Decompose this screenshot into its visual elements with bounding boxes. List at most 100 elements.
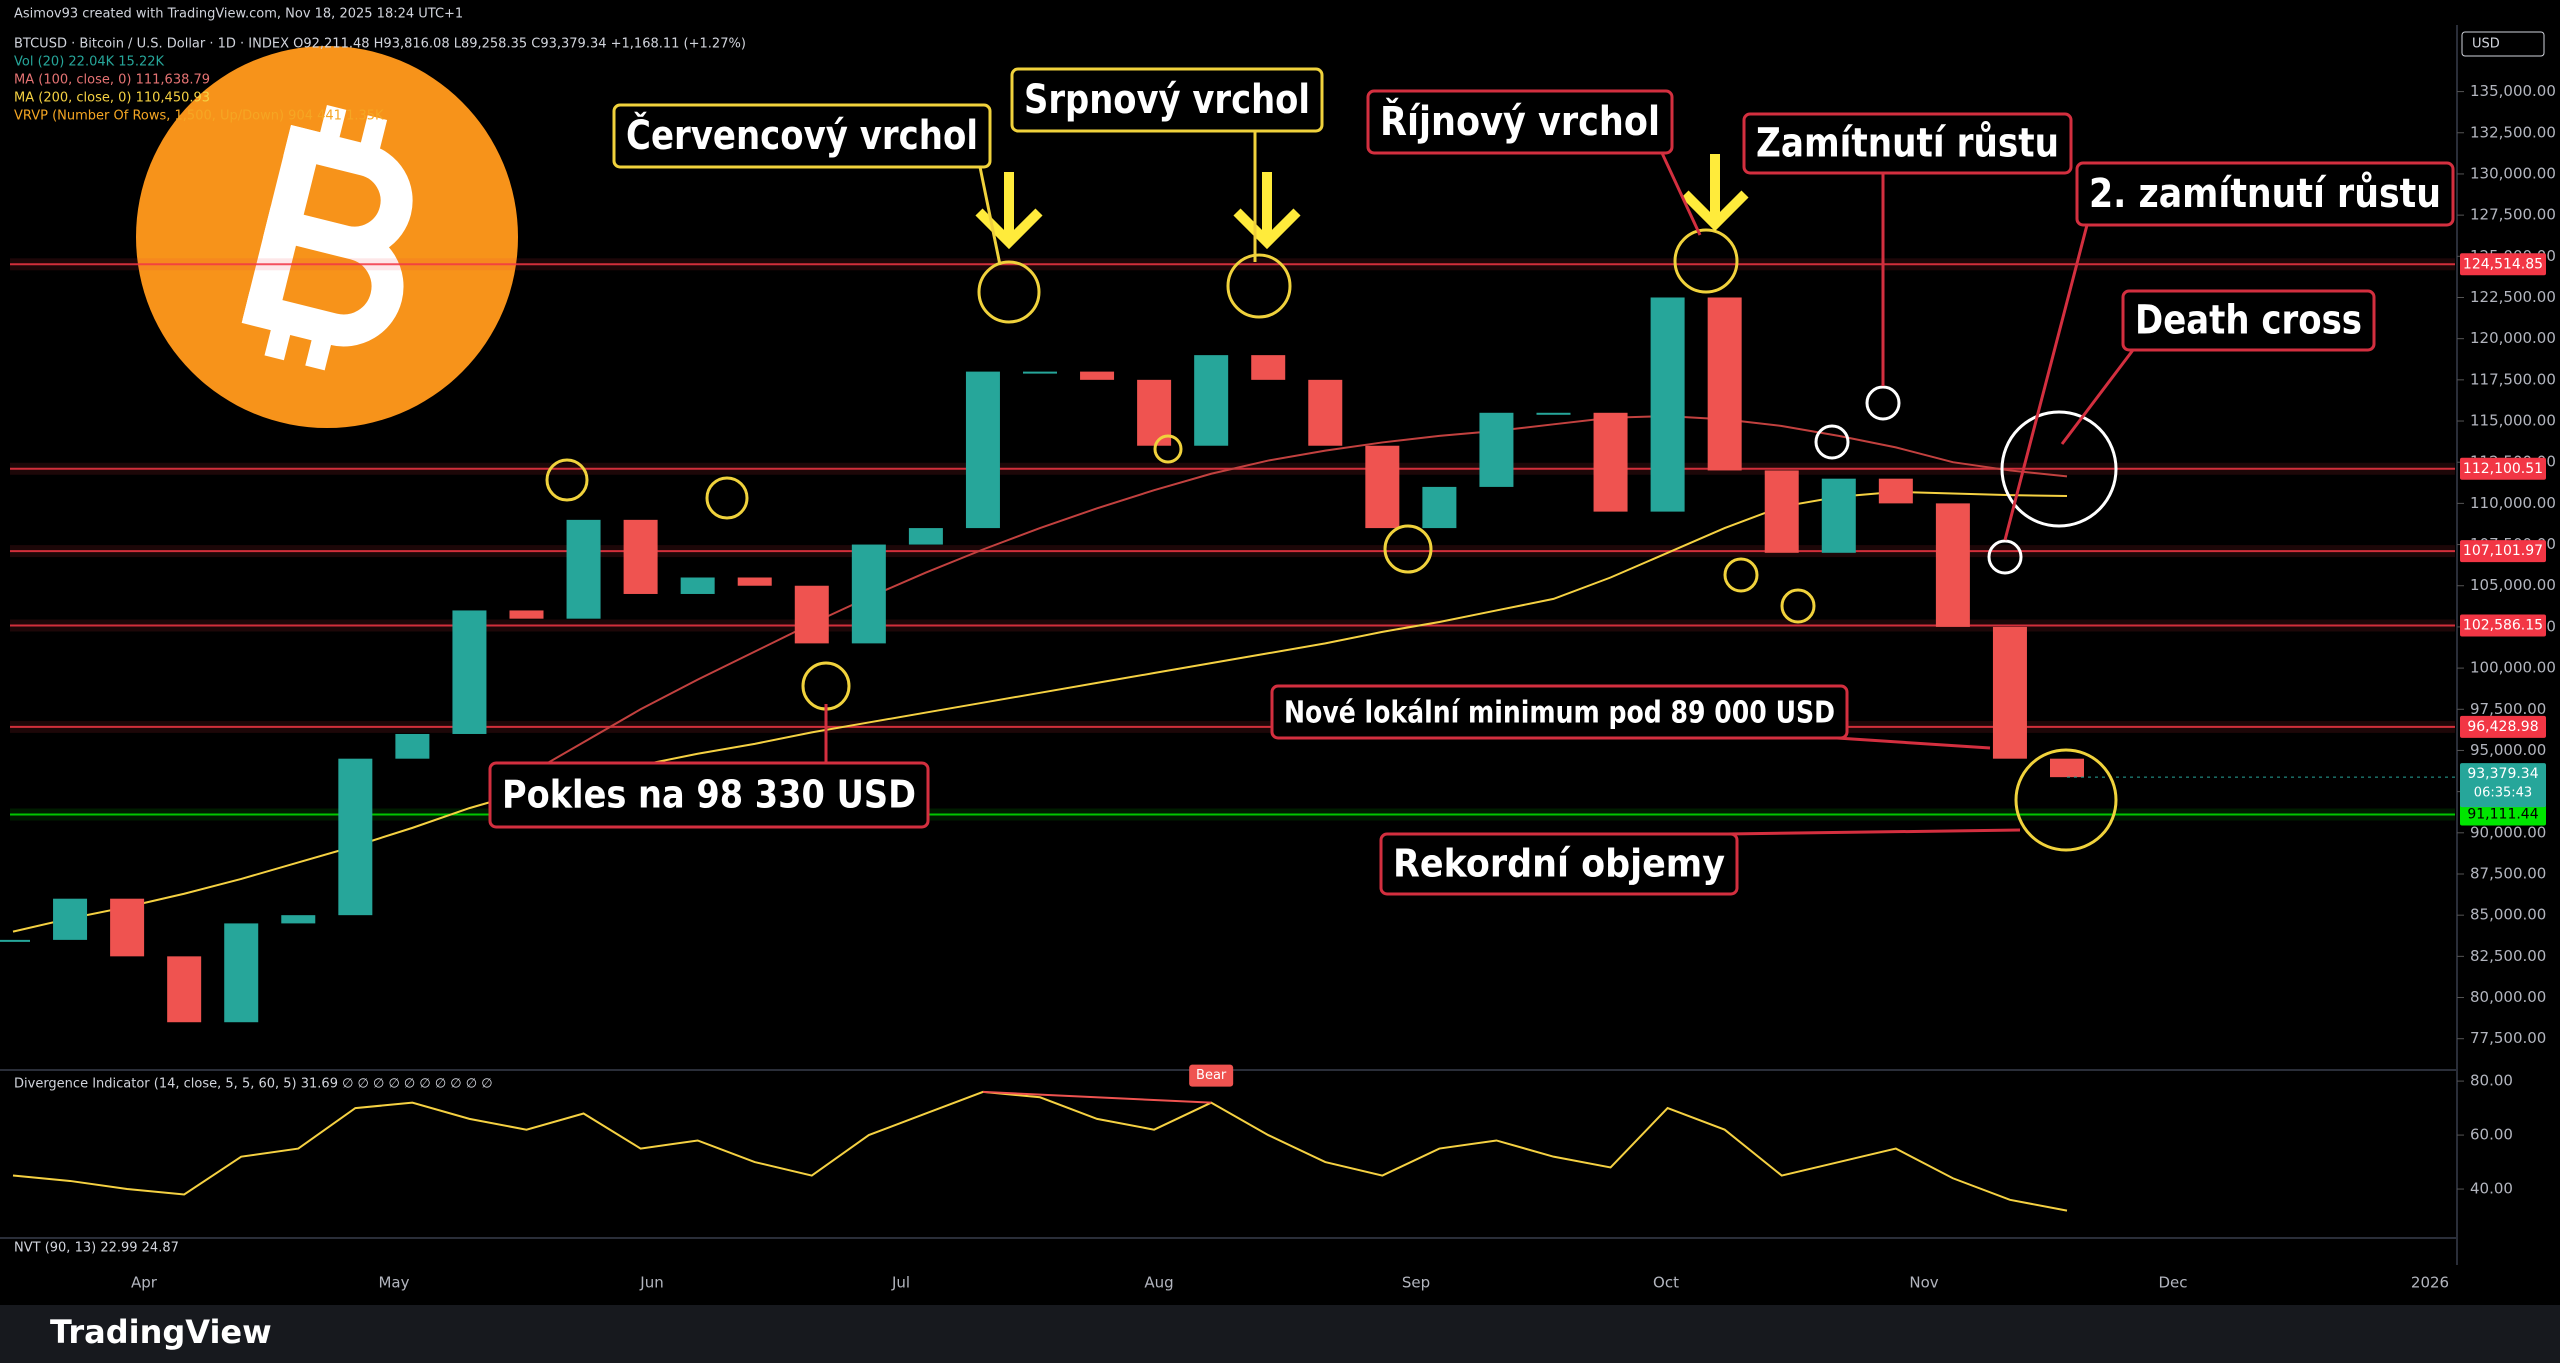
- x-tick-label: Apr: [131, 1274, 158, 1292]
- price-tag-label: 124,514.85: [2463, 256, 2543, 272]
- y-tick-label: 97,500.00: [2470, 700, 2546, 718]
- y-tick-label: 127,500.00: [2470, 206, 2556, 224]
- candle: [737, 577, 772, 586]
- bitcoin-logo: [136, 46, 518, 428]
- countdown: 06:35:43: [2474, 786, 2532, 801]
- highlight-circle: [1780, 588, 1816, 624]
- annotation-box: [1379, 832, 1739, 896]
- highlight-circle: [1153, 434, 1183, 464]
- candle: [1365, 445, 1400, 529]
- legend-entry: MA (100, close, 0) 111,638.79: [14, 73, 210, 88]
- logo-glyph: [241, 105, 413, 371]
- x-tick-label: 2026: [2411, 1274, 2449, 1292]
- legend-entry: MA (200, close, 0) 110,450.93: [14, 91, 210, 106]
- credit: Asimov93 created with TradingView.com, N…: [14, 7, 463, 22]
- highlight-circle: [977, 260, 1041, 324]
- highlight-circle: [2000, 410, 2118, 528]
- price-tag: [2460, 457, 2546, 480]
- candle: [1080, 371, 1115, 380]
- annotation-connector: [1836, 736, 1991, 750]
- annotation-text: Červencový vrchol: [626, 111, 978, 159]
- annotation-text: Pokles na 98 330 USD: [502, 773, 916, 817]
- brand: TradingView: [50, 1313, 272, 1351]
- y-tick-label: 110,000.00: [2470, 494, 2556, 512]
- annotation-connector: [1726, 828, 2021, 836]
- y-tick-label: 120,000.00: [2470, 329, 2556, 347]
- candle: [1023, 371, 1057, 374]
- candle: [1707, 297, 1742, 471]
- candle: [110, 898, 145, 957]
- x-tick-label: Nov: [1909, 1274, 1938, 1292]
- annotation-text: 2. zamítnutí růstu: [2089, 170, 2441, 217]
- candle: [0, 939, 30, 942]
- price-tag-label: 96,428.98: [2467, 719, 2538, 735]
- highlight-circle: [1723, 557, 1759, 593]
- footer-bar: [0, 1305, 2560, 1363]
- arrow: [1233, 172, 1301, 250]
- annotation-text: Říjnový vrchol: [1380, 97, 1660, 145]
- candle: [680, 577, 715, 594]
- candle: [53, 898, 88, 940]
- candle: [794, 585, 829, 644]
- y-tick-label: 132,500.00: [2470, 123, 2556, 141]
- y-tick-label: 82,500.00: [2470, 947, 2546, 965]
- annotation-box: [1366, 89, 1674, 155]
- legend-entry: VRVP (Number Of Rows, 1,500, Up/Down) 90…: [14, 109, 384, 124]
- candle: [1935, 503, 1970, 627]
- nvt-title: NVT (90, 13) 22.99 24.87: [14, 1241, 179, 1256]
- legend-entry: BTCUSD · Bitcoin / U.S. Dollar · 1D · IN…: [14, 37, 746, 52]
- highlight-circle: [1383, 524, 1433, 574]
- highlight-circle: [1673, 228, 1739, 294]
- annotation-text: Srpnový vrchol: [1024, 77, 1310, 123]
- legend-entry: Vol (20) 22.04K 15.22K: [14, 55, 164, 70]
- annotation-connector: [2003, 224, 2089, 541]
- price-tag-label: 91,111.44: [2467, 807, 2538, 823]
- candle: [1764, 470, 1799, 553]
- candle: [1308, 379, 1343, 446]
- annotation-box: [1742, 112, 2073, 175]
- highlight-circle: [705, 476, 749, 520]
- price-tag: [2460, 614, 2546, 637]
- last-price-label: 93,379.34: [2467, 766, 2538, 782]
- price-tag: [2460, 803, 2546, 826]
- annotation-text: Rekordní objemy: [1393, 842, 1725, 886]
- candle: [1821, 478, 1856, 553]
- annotation-text: Death cross: [2135, 298, 2362, 344]
- x-tick-label: Aug: [1144, 1274, 1173, 1292]
- annotation-connector: [2060, 349, 2135, 445]
- candle: [1650, 297, 1685, 512]
- annotation-connector: [1660, 152, 1702, 236]
- candle: [1251, 355, 1286, 380]
- candle: [623, 519, 658, 594]
- highlight-circle: [545, 458, 589, 502]
- candle: [452, 610, 487, 734]
- currency: USD: [2472, 37, 2500, 52]
- y-tick-label: 90,000.00: [2470, 823, 2546, 841]
- indicator-line: [12, 1090, 2068, 1212]
- price-tag: [2460, 715, 2546, 738]
- signal-tag: [1189, 1064, 1234, 1087]
- price-tag-label: 112,100.51: [2463, 461, 2543, 477]
- price-tag-label: 107,101.97: [2463, 543, 2543, 559]
- highlight-circle: [1814, 424, 1850, 460]
- price-tag-label: 102,586.15: [2463, 617, 2543, 633]
- moving-average: [525, 415, 2068, 777]
- y-tick-label: 80,000.00: [2470, 988, 2546, 1006]
- annotation-box: [488, 761, 930, 829]
- annotation-box: [612, 103, 992, 169]
- candle: [281, 915, 316, 924]
- highlight-circle: [1987, 539, 2023, 575]
- last-price-tag: [2460, 763, 2546, 808]
- y-tick-label: 117,500.00: [2470, 370, 2556, 388]
- arrow: [975, 172, 1043, 250]
- y-tick-label: 105,000.00: [2470, 576, 2556, 594]
- x-tick-label: Jul: [891, 1274, 910, 1292]
- candle: [566, 519, 601, 619]
- y-tick-label: 87,500.00: [2470, 864, 2546, 882]
- candle: [1194, 355, 1229, 446]
- indicator-tick-label: 60.00: [2470, 1126, 2513, 1144]
- annotation-box: [2075, 161, 2455, 227]
- y-tick-label: 135,000.00: [2470, 82, 2556, 100]
- candle: [908, 528, 943, 545]
